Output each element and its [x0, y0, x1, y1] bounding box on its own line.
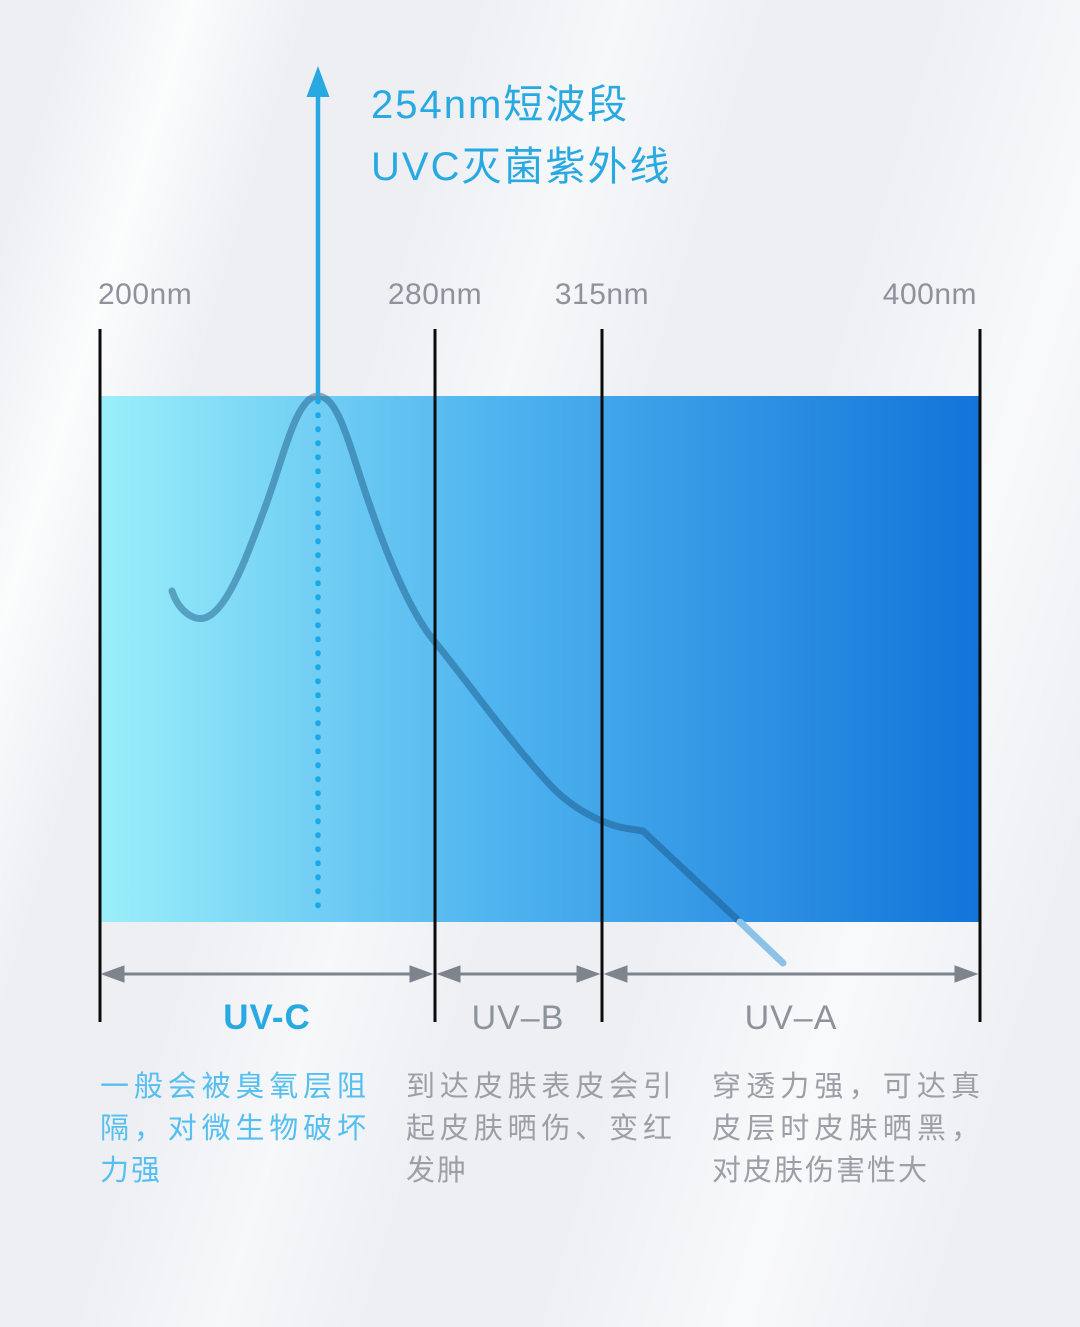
tick-label-200nm: 200nm [98, 278, 193, 311]
annotation-title-line1: 254nm短波段 [371, 83, 630, 127]
uvb-span-arrow [436, 965, 601, 983]
tick-label-280nm: 280nm [387, 278, 483, 311]
uva-span-arrow [603, 965, 979, 983]
uvb-description: 到达皮肤表皮会引起皮肤晒伤、变红发肿 [406, 1071, 674, 1187]
uva-description: 穿透力强，可达真皮层时皮肤晒黑，对皮肤伤害性大 [712, 1071, 982, 1187]
uva-band-label: UV–A [744, 999, 838, 1037]
effectiveness-curve [168, 392, 744, 926]
tick-label-315nm: 315nm [554, 278, 650, 311]
spectrum-gradient-band [100, 396, 980, 922]
up-arrow-icon [306, 66, 330, 97]
annotation-title-line2: UVC灭菌紫外线 [371, 145, 672, 189]
uvc-description: 一般会被臭氧层阻隔，对微生物破坏力强 [100, 1071, 368, 1187]
uvb-band-label: UV–B [471, 999, 565, 1037]
effectiveness-curve-tail [736, 918, 787, 967]
uvc-span-arrow [100, 965, 434, 983]
tick-label-400nm: 400nm [882, 278, 977, 311]
uvc-band-label: UV-C [223, 998, 311, 1037]
